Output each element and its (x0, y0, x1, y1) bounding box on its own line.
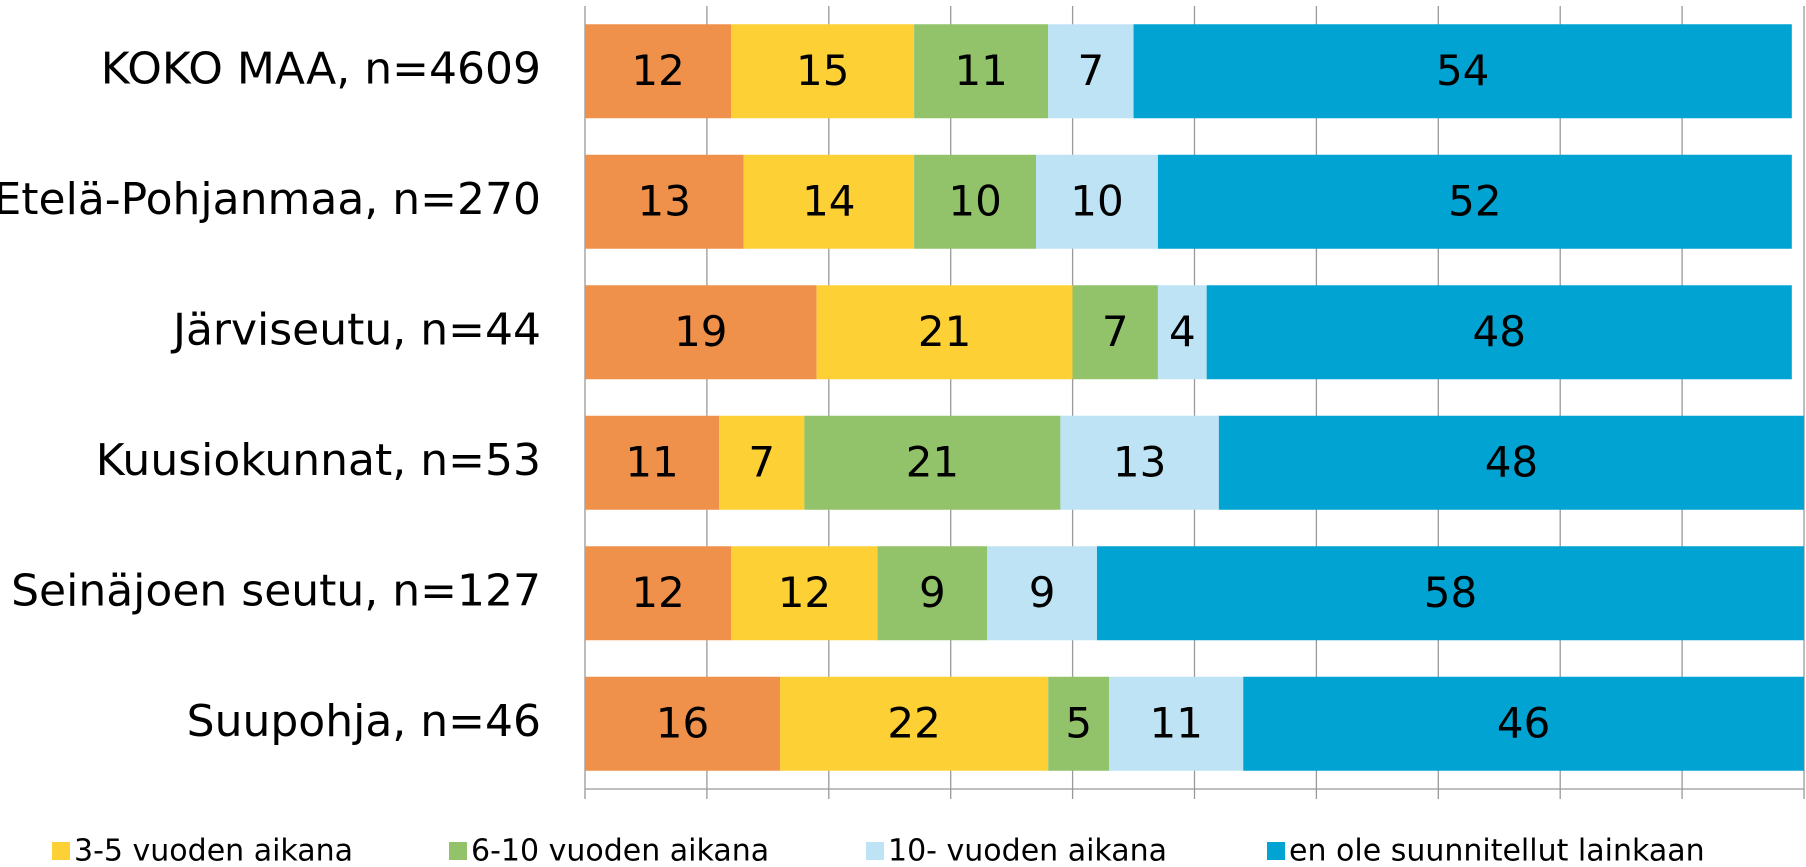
category-label: Suupohja, n=46 (187, 696, 541, 747)
data-label: 52 (1448, 176, 1501, 225)
bar-segment (1218, 415, 1804, 510)
legend-swatch (866, 842, 884, 860)
bar-segment (585, 154, 744, 249)
data-label: 16 (656, 698, 709, 747)
data-label: 58 (1424, 568, 1477, 617)
bar-segment (914, 24, 1049, 119)
bar-segment (987, 546, 1097, 641)
data-label: 15 (796, 46, 849, 95)
data-label: 12 (631, 46, 684, 95)
bar-segment (1072, 285, 1158, 380)
bar-segment (1096, 546, 1804, 641)
bar-segment (1243, 676, 1804, 771)
bar-segment (780, 676, 1049, 771)
data-label: 7 (748, 437, 775, 486)
data-label: 10 (948, 176, 1001, 225)
category-label: Etelä-Pohjanmaa, n=270 (0, 174, 541, 225)
bar-segment (719, 415, 805, 510)
legend-label: 6-10 vuoden aikana (471, 834, 769, 864)
legend-label: 10- vuoden aikana (888, 834, 1167, 864)
data-label: 21 (918, 307, 971, 356)
data-label: 11 (954, 46, 1007, 95)
bar-segment (731, 546, 878, 641)
bar-segment (1206, 285, 1792, 380)
data-label: 7 (1078, 46, 1105, 95)
bar-segment (585, 546, 732, 641)
bar-segment (804, 415, 1061, 510)
bar-segment (1133, 24, 1792, 119)
category-label: Järviseutu, n=44 (170, 304, 541, 355)
bar-segment (1048, 24, 1134, 119)
category-label: Kuusiokunnat, n=53 (96, 435, 541, 486)
legend-label: en ole suunnitellut lainkaan (1289, 834, 1705, 864)
bar-segment (585, 24, 732, 119)
legend-swatch (52, 842, 70, 860)
data-label: 19 (674, 307, 727, 356)
bar-segment (585, 676, 781, 771)
bar-segment (585, 285, 817, 380)
data-label: 13 (638, 176, 691, 225)
bar-segment (1060, 415, 1219, 510)
data-label: 7 (1102, 307, 1129, 356)
data-label: 13 (1113, 437, 1166, 486)
data-label: 14 (802, 176, 855, 225)
data-label: 46 (1497, 698, 1550, 747)
data-label: 10 (1070, 176, 1123, 225)
bar-segment (1109, 676, 1244, 771)
data-label: 11 (625, 437, 678, 486)
data-label: 21 (906, 437, 959, 486)
data-label: 54 (1436, 46, 1489, 95)
bar-segment (1036, 154, 1158, 249)
category-label: Seinäjoen seutu, n=127 (11, 565, 541, 616)
data-label: 5 (1065, 698, 1092, 747)
data-label: 11 (1149, 698, 1202, 747)
data-label: 4 (1169, 307, 1196, 356)
bar-segment (585, 415, 720, 510)
data-label: 22 (887, 698, 940, 747)
data-label: 12 (631, 568, 684, 617)
bar-segment (1157, 154, 1792, 249)
data-label: 48 (1485, 437, 1538, 486)
bar-segment (731, 24, 915, 119)
data-label: 9 (1029, 568, 1056, 617)
bar-segment (743, 154, 915, 249)
bar-segment (816, 285, 1073, 380)
data-label: 9 (919, 568, 946, 617)
data-label: 48 (1473, 307, 1526, 356)
bar-segment (1157, 285, 1207, 380)
data-label: 12 (778, 568, 831, 617)
bar-segment (914, 154, 1037, 249)
legend-swatch (1267, 842, 1285, 860)
category-label: KOKO MAA, n=4609 (101, 43, 541, 94)
bar-segment (1048, 676, 1110, 771)
legend-label: 3-5 vuoden aikana (74, 834, 353, 864)
bar-segment (877, 546, 988, 641)
legend-swatch (449, 842, 467, 860)
